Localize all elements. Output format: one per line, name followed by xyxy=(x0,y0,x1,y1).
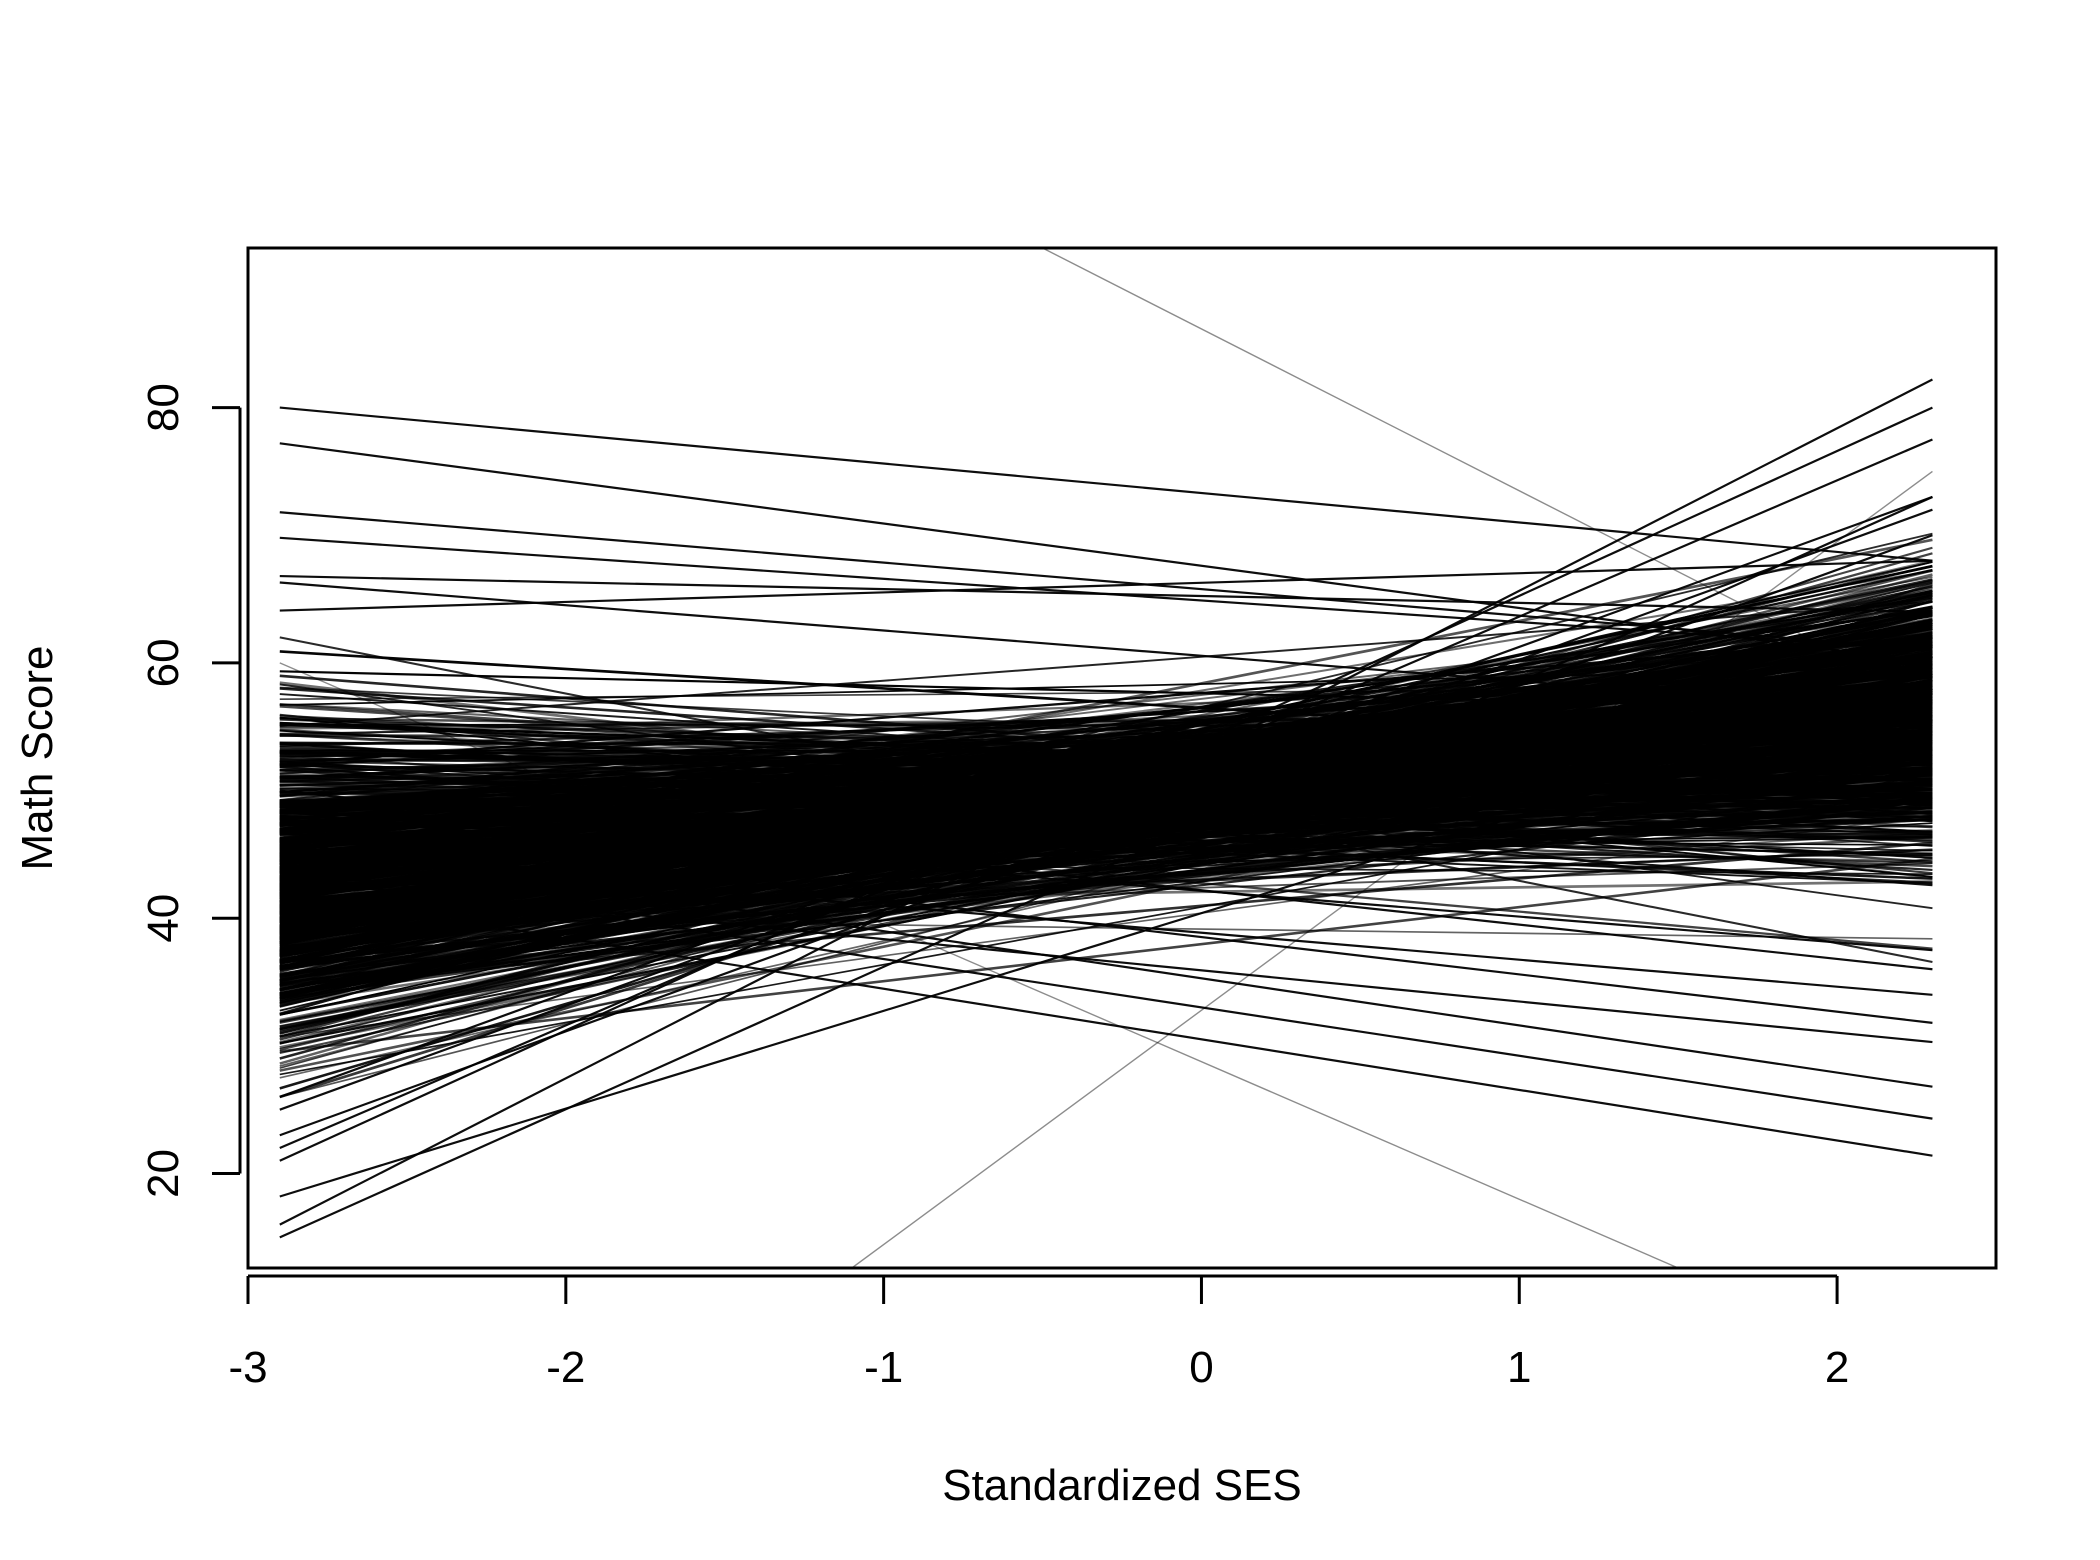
series-line xyxy=(279,801,1933,884)
y-tick-label: 60 xyxy=(139,638,188,687)
series-line xyxy=(279,727,1933,932)
series-line xyxy=(279,891,1933,1157)
series-line xyxy=(279,534,1933,1137)
series-line xyxy=(279,662,1679,1268)
series-line xyxy=(279,807,1933,957)
series-line xyxy=(279,378,1933,1226)
series-line xyxy=(279,670,1933,815)
x-tick-label: 0 xyxy=(1189,1343,1213,1392)
series-line xyxy=(279,589,1933,954)
series-line xyxy=(279,671,1933,885)
series-line xyxy=(279,827,1933,1024)
x-tick-label: 1 xyxy=(1507,1343,1531,1392)
x-tick-label: -3 xyxy=(228,1343,267,1392)
y-tick-label: 20 xyxy=(139,1149,188,1198)
series-line xyxy=(279,878,1933,1044)
series-line xyxy=(279,789,1933,971)
series-line xyxy=(279,508,1933,1111)
series-line xyxy=(279,581,1933,716)
plot-frame xyxy=(246,246,1998,1270)
series-line xyxy=(279,841,1933,987)
series-line xyxy=(279,732,1933,997)
series-line xyxy=(279,853,1933,996)
series-line xyxy=(279,692,1933,824)
y-tick-label: 40 xyxy=(139,894,188,943)
series-line xyxy=(279,795,1933,805)
y-axis-title: Math Score xyxy=(13,646,62,871)
series-line xyxy=(279,840,1933,1088)
series-line xyxy=(279,641,1933,956)
series-line xyxy=(279,679,1933,818)
series-line xyxy=(279,700,1933,759)
series-line xyxy=(279,701,1933,804)
series-line xyxy=(279,660,1933,978)
series-line xyxy=(279,718,1933,846)
series-line xyxy=(279,606,1933,1060)
series-line xyxy=(279,792,1933,995)
series-line xyxy=(279,495,1933,1098)
series-line xyxy=(279,610,1933,811)
series-line xyxy=(279,406,1933,562)
series-line xyxy=(279,666,1933,706)
series-line xyxy=(279,495,1933,1239)
x-tick-label: 2 xyxy=(1825,1343,1849,1392)
series-line xyxy=(279,806,1933,936)
series-line xyxy=(279,631,1933,843)
series-line xyxy=(279,438,1933,1150)
series-line xyxy=(279,573,1933,987)
x-tick-label: -2 xyxy=(546,1343,585,1392)
plot-lines xyxy=(279,248,1933,1268)
series-line xyxy=(279,559,1933,612)
series-line xyxy=(279,687,1933,1198)
series-line xyxy=(279,511,1933,652)
series-line xyxy=(1042,248,1933,702)
series-line xyxy=(279,728,1933,977)
series-line xyxy=(279,636,1933,872)
series-line xyxy=(279,783,1933,964)
series-line xyxy=(279,811,1933,863)
series-line xyxy=(279,866,1933,1120)
series-line xyxy=(279,814,1933,952)
series-line xyxy=(851,470,1933,1268)
series-line xyxy=(279,634,1933,802)
series-line xyxy=(279,615,1933,873)
series-line xyxy=(279,708,1933,990)
series-line xyxy=(279,737,1933,837)
series-line xyxy=(279,857,1933,1053)
y-tick-label: 80 xyxy=(139,383,188,432)
series-line xyxy=(279,574,1933,613)
y-axis: 20 40 60 80 xyxy=(139,383,242,1198)
series-line xyxy=(279,766,1933,879)
series-line xyxy=(279,582,1933,1099)
x-tick-label: -1 xyxy=(864,1343,903,1392)
x-axis: -3 -2 -1 0 1 2 xyxy=(228,1274,1849,1392)
series-line xyxy=(279,601,1933,840)
series-line xyxy=(279,854,1933,870)
x-axis-title: Standardized SES xyxy=(942,1461,1302,1510)
